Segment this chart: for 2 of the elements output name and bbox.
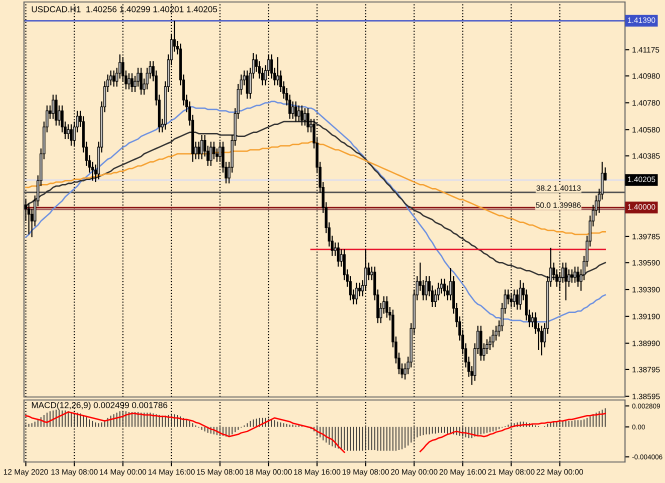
chart-title: MACD(12,26,9) 0.002499 0.001786 <box>32 402 168 410</box>
chart-title: USDCAD.H1 1.40256 1.40299 1.40201 1.40205 <box>32 6 218 12</box>
